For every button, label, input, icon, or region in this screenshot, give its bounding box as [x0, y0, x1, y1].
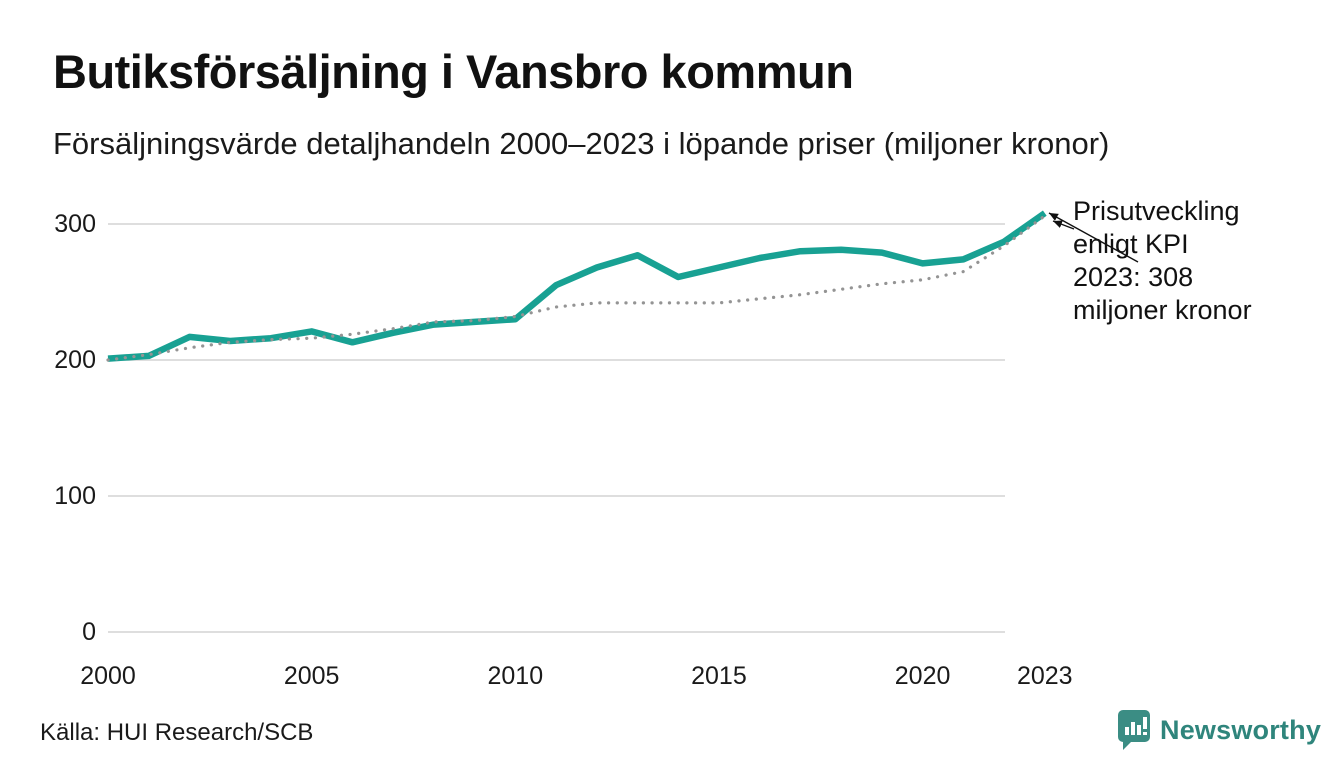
annotation-kpi-label: Prisutveckling enligt KPI — [1073, 196, 1240, 259]
x-tick-label-2015: 2015 — [691, 662, 747, 690]
annotation-arrows — [1048, 212, 1139, 263]
y-tick-label-300: 300 — [54, 210, 96, 238]
newsworthy-wordmark: Newsworthy — [1160, 714, 1322, 745]
x-tick-label-2023: 2023 — [1016, 662, 1073, 690]
y-tick-label-100: 100 — [54, 482, 96, 510]
annotation-2023-value: 2023: 308 miljoner kronor — [1073, 262, 1252, 325]
data-series-lines — [106, 210, 1047, 362]
newsworthy-logo: Newsworthy — [1117, 708, 1321, 752]
chart-subtitle: Försäljningsvärde detaljhandeln 2000–202… — [53, 126, 1110, 161]
x-tick-label-2000: 2000 — [80, 662, 136, 690]
x-tick-label-2020: 2020 — [894, 662, 951, 690]
chart-title: Butiksförsäljning i Vansbro kommun — [53, 45, 854, 98]
y-tick-label-200: 200 — [54, 346, 96, 374]
series-line-solid — [107, 210, 1047, 362]
arrow-to-sales-line — [1048, 212, 1139, 263]
x-tick-label-2010: 2010 — [487, 662, 544, 690]
horizontal-gridlines — [108, 223, 1005, 633]
arrow-to-kpi-line — [1052, 220, 1075, 230]
x-tick-label-2005: 2005 — [283, 662, 340, 690]
series-line-dotted — [106, 214, 1047, 362]
source-credit: Källa: HUI Research/SCB — [40, 719, 314, 746]
y-tick-label-0: 0 — [82, 618, 96, 646]
newsworthy-speech-bubble-chart-icon — [1118, 710, 1150, 750]
